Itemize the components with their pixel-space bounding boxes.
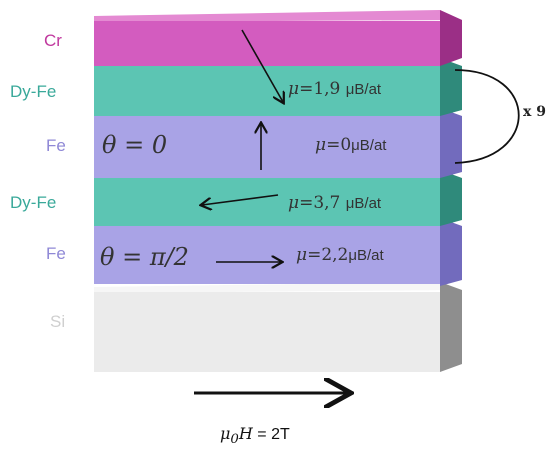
moment-value: 0 (340, 135, 352, 155)
moment-unit: μB/at (351, 137, 387, 154)
fe-upper-side-face (440, 108, 462, 178)
layer-dyfe-lower (94, 170, 462, 226)
cr-top-face (94, 10, 462, 22)
label-si: Si (50, 312, 66, 331)
dyfe-upper-side-face (440, 58, 462, 116)
dyfe-lower-moment-arrow (202, 194, 279, 205)
moment-dyfe-lower: μ=3,7 μB/at (288, 193, 382, 213)
field-symbol: μ (220, 424, 231, 443)
moment-unit: μB/at (348, 247, 384, 264)
si-side-face (440, 282, 462, 372)
moment-fe-upper: μ=0μB/at (315, 135, 387, 155)
layer-dyfe-upper (94, 58, 462, 116)
fe-bottom-side-face (440, 218, 462, 286)
field-value: 2T (271, 426, 290, 443)
si-front-face (94, 292, 440, 372)
moment-fe-bottom: μ=2,2μB/at (296, 245, 384, 265)
moment-unit: μB/at (345, 195, 382, 212)
field-equals: = (252, 426, 272, 443)
field-subscript: 0 (230, 432, 239, 448)
label-cr: Cr (44, 31, 62, 50)
layer-fe-bottom (94, 218, 462, 286)
cr-side-face (440, 10, 462, 66)
moment-symbol: μ (296, 245, 308, 265)
moment-symbol: μ (315, 135, 327, 155)
field-variable: H (238, 424, 253, 443)
label-dyfe-upper: Dy-Fe (10, 82, 57, 101)
applied-field-label: μ0H = 2T (220, 424, 290, 447)
layer-cr (94, 10, 462, 66)
cr-front-face (94, 21, 440, 66)
dyfe-lower-side-face (440, 170, 462, 226)
fe-bottom-front-face (94, 226, 440, 284)
repeat-count-label: x 9 (523, 104, 546, 120)
moment-symbol: μ (288, 193, 300, 213)
theta-fe-upper: θ = 0 (102, 131, 168, 159)
repeat-bracket (454, 69, 520, 164)
moment-value: 1,9 (313, 79, 341, 99)
moment-value: 2,2 (321, 245, 349, 265)
label-fe-upper: Fe (46, 136, 66, 155)
layer-fe-upper (94, 108, 462, 178)
theta-fe-bottom: θ = π/2 (100, 243, 189, 271)
moment-value: 3,7 (313, 193, 341, 213)
moment-unit: μB/at (345, 81, 382, 98)
si-top-face (94, 282, 462, 293)
label-dyfe-lower: Dy-Fe (10, 193, 57, 212)
moment-dyfe-upper: μ=1,9 μB/at (288, 79, 382, 99)
dyfe-upper-moment-arrow (241, 29, 283, 102)
layer-si (94, 282, 462, 372)
dyfe-lower-front-face (94, 178, 440, 226)
label-fe-bottom: Fe (46, 244, 66, 263)
moment-symbol: μ (288, 79, 300, 99)
